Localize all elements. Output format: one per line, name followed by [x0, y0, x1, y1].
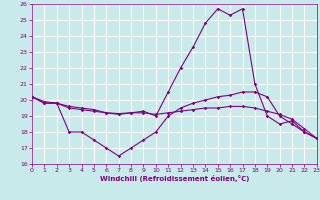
X-axis label: Windchill (Refroidissement éolien,°C): Windchill (Refroidissement éolien,°C)	[100, 175, 249, 182]
